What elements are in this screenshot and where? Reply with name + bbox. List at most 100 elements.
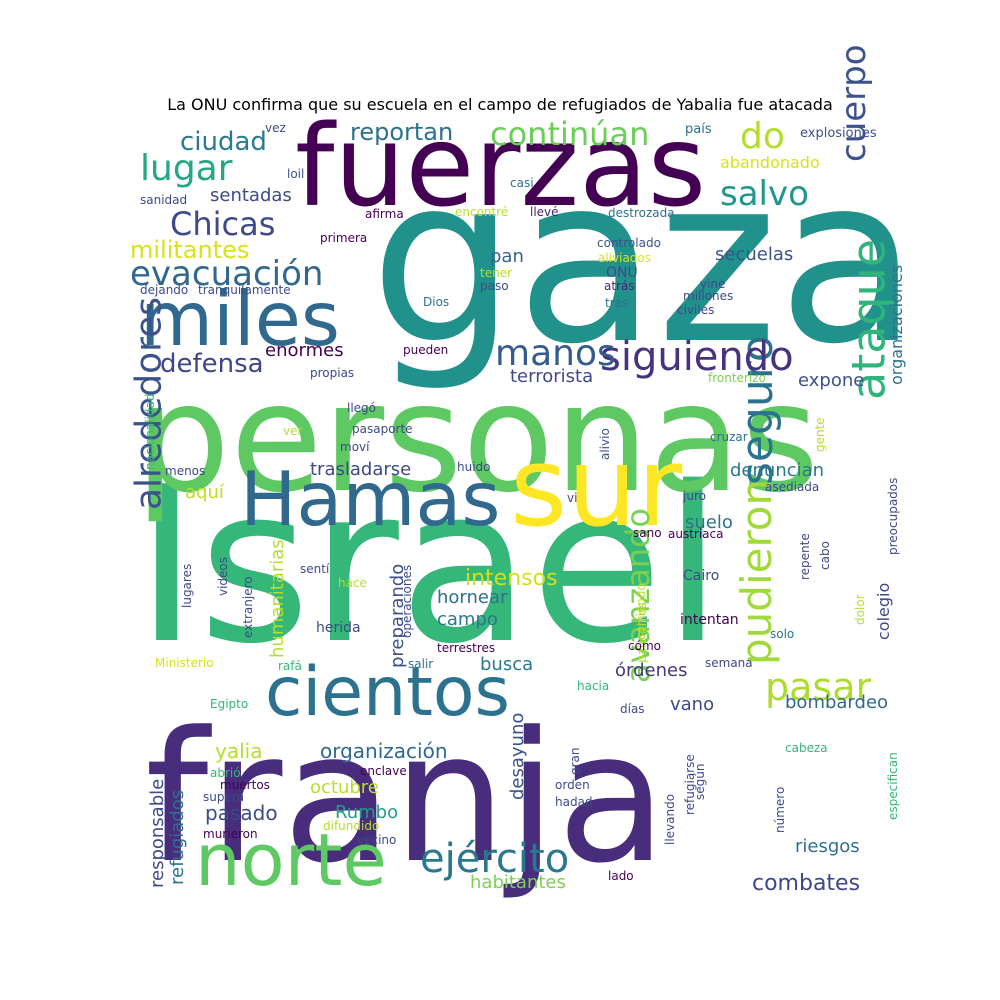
word-busca: busca xyxy=(480,654,533,675)
word-combates: combates xyxy=(752,871,860,896)
word-defensa: defensa xyxy=(160,349,264,379)
word-difundido: difundido xyxy=(323,819,379,833)
word-enormes: enormes xyxy=(265,340,344,361)
word-alivio: alivio xyxy=(598,428,612,460)
word-lado: lado xyxy=(608,869,634,883)
word-pudieron: pudieron xyxy=(732,479,781,665)
word-cairo: Cairo xyxy=(683,568,719,584)
word-ministerio: Ministerio xyxy=(155,656,214,670)
word-preocupados: preocupados xyxy=(886,478,900,555)
word-murieron: murieron xyxy=(203,827,258,841)
word-fuerzas: fuerzas xyxy=(295,102,706,232)
word-evacuacion: evacuación xyxy=(130,254,323,294)
word-llevando: llevando xyxy=(663,794,677,845)
word-colegio: colegio xyxy=(874,583,893,640)
word-cientos: cientos xyxy=(265,653,510,732)
word-yalia: yalia xyxy=(215,739,262,763)
word-senti: sentí xyxy=(300,562,330,576)
word-do: do xyxy=(740,116,785,157)
word-personas: personas xyxy=(135,352,819,526)
word-casi: casi xyxy=(510,176,534,190)
word-dios: Dios xyxy=(423,295,449,309)
word-ataque: ataque xyxy=(841,239,895,400)
word-muertos: muertos xyxy=(220,778,270,792)
word-repente: repente xyxy=(798,533,812,580)
word-vano: vano xyxy=(670,694,714,715)
word-asediada: asediada xyxy=(765,480,819,494)
word-supera: supera xyxy=(203,790,244,804)
word-afirma: afirma xyxy=(365,207,404,221)
word-denuncian: denuncian xyxy=(730,460,824,481)
word-juro: juro xyxy=(682,489,706,503)
word-como: cómo xyxy=(628,639,661,653)
word-sentadas: sentadas xyxy=(210,185,292,206)
word-dejando: dejando xyxy=(140,283,188,297)
word-nacionalidad: nacionalidad xyxy=(143,394,157,470)
word-cabo: cabo xyxy=(818,541,832,570)
word-franja: franja xyxy=(145,694,667,903)
word-pasaporte: pasaporte xyxy=(352,422,413,436)
word-terrestres: terrestres xyxy=(437,641,495,655)
word-videos: videos xyxy=(216,557,230,596)
word-atras: atrás xyxy=(604,279,635,293)
word-ordenes: órdenes xyxy=(615,660,687,681)
word-palestinos: palestinos xyxy=(635,602,649,663)
word-cabeza: cabeza xyxy=(785,741,828,755)
word-desayuno: desayuno xyxy=(507,713,528,800)
word-fronterizo: fronterizo xyxy=(708,371,766,385)
word-israel: Israel xyxy=(135,440,723,691)
word-ver: ver xyxy=(283,424,302,438)
word-propias: propias xyxy=(310,366,354,380)
word-menos: menos xyxy=(165,464,205,478)
word-gaza: gaza xyxy=(370,128,919,395)
word-cruzar: cruzar xyxy=(710,430,748,444)
word-paso: paso xyxy=(480,279,509,293)
word-refugiados: refugiados xyxy=(167,790,188,885)
word-tener: tener xyxy=(480,266,512,280)
word-chicas: Chicas xyxy=(170,205,275,243)
word-salvo: salvo xyxy=(720,174,809,214)
word-huido: huido xyxy=(457,460,491,474)
word-sano: sano xyxy=(633,526,662,540)
word-siguiendo: siguiendo xyxy=(600,334,794,380)
word-gran: gran xyxy=(568,747,582,775)
word-abrio: abrió xyxy=(210,766,241,780)
chart-title: La ONU confirma que su escuela en el cam… xyxy=(167,95,833,114)
word-secuelas: secuelas xyxy=(715,244,793,265)
word-semana: semana xyxy=(705,656,753,670)
word-salir: salir xyxy=(408,657,433,671)
word-austriaca: austriaca xyxy=(668,527,724,541)
word-sanidad: sanidad xyxy=(140,193,187,207)
word-ejercito: ejército xyxy=(420,836,569,882)
word-aqui: aquí xyxy=(185,482,225,503)
word-ciudad: ciudad xyxy=(180,127,267,157)
word-lugares: lugares xyxy=(180,564,194,608)
word-abandonado: abandonado xyxy=(720,153,820,172)
word-hacia: hacia xyxy=(577,679,609,693)
word-numero: número xyxy=(773,787,787,833)
word-operaciones: operaciones xyxy=(400,565,414,638)
word-manos: manos xyxy=(495,333,616,374)
word-habitantes: habitantes xyxy=(470,872,566,893)
word-rafa: rafá xyxy=(278,659,302,673)
word-organizaciones: organizaciones xyxy=(887,265,906,385)
word-orden: orden xyxy=(555,778,590,792)
word-pueden: pueden xyxy=(403,343,448,357)
word-riesgos: riesgos xyxy=(795,836,860,857)
word-bombardeo: bombardeo xyxy=(785,692,888,713)
word-tranquilamente: tranquilamente xyxy=(198,283,291,297)
word-solo: solo xyxy=(770,627,794,641)
word-campo: campo xyxy=(437,609,498,630)
word-avanzando: avanzando xyxy=(619,508,657,683)
word-trasladarse: trasladarse xyxy=(310,459,411,480)
word-preparando: preparando xyxy=(387,564,408,668)
word-llego: llegó xyxy=(347,401,376,415)
word-dias: días xyxy=(620,702,645,716)
word-humanitarias: humanitarias xyxy=(267,539,288,658)
word-rumbo: Rumbo xyxy=(335,802,398,823)
word-vecino: vecino xyxy=(357,833,396,847)
word-continuan: continúan xyxy=(490,115,649,153)
word-refugiarse: refugiarse xyxy=(683,754,697,815)
word-organizacion: organización xyxy=(320,739,448,763)
